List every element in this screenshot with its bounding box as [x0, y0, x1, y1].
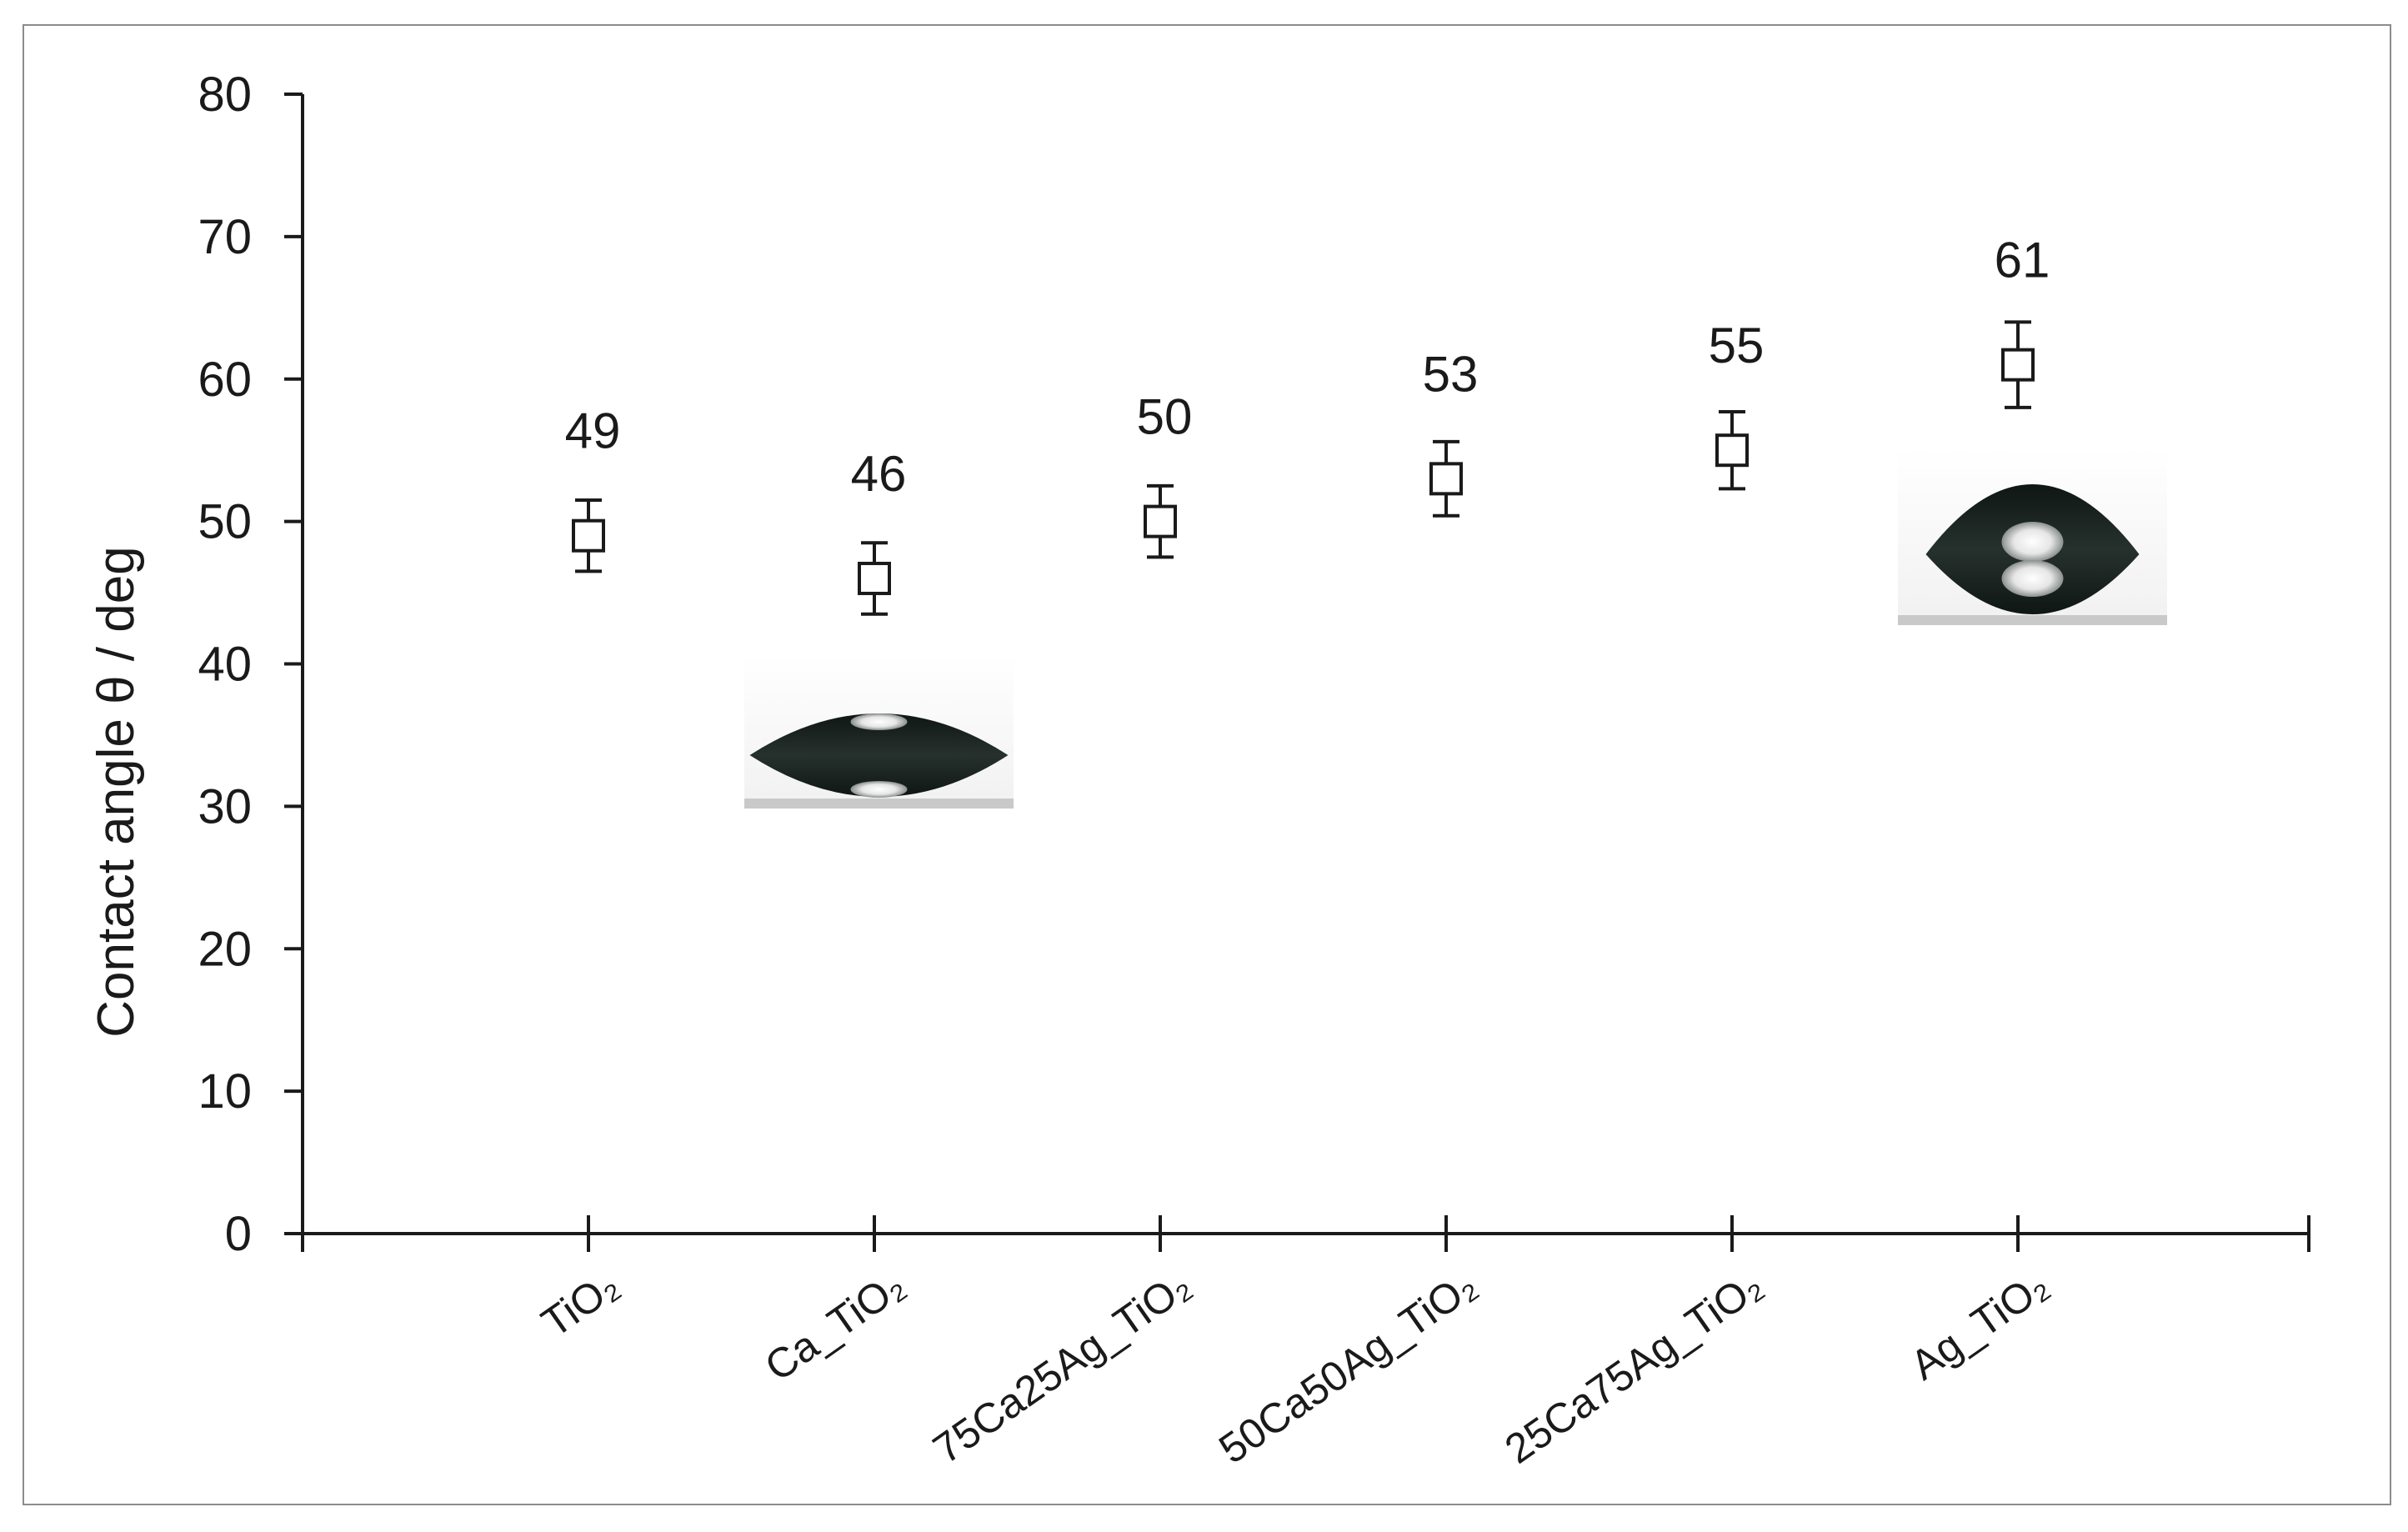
droplet-inset-ca-tio2: [744, 654, 1014, 809]
square-marker: [572, 518, 605, 553]
data-point: [2001, 320, 2035, 409]
y-tick-label: 50: [198, 495, 252, 549]
y-tick-label: 20: [198, 922, 252, 976]
data-point: [572, 498, 605, 573]
y-tick-label: 60: [198, 353, 252, 407]
y-axis-title: Contact angle θ / deg: [88, 546, 145, 1037]
y-tick-label: 70: [198, 210, 252, 264]
data-label: 46: [851, 446, 907, 502]
data-points: [572, 320, 2035, 616]
y-tick-label: 80: [198, 68, 252, 122]
data-point: [1429, 439, 1463, 518]
droplet-inset-ag-tio2: [1898, 448, 2167, 625]
droplet-insets: [744, 448, 2167, 809]
data-label: 53: [1423, 346, 1479, 402]
data-label: 61: [1995, 233, 2050, 288]
data-point: [858, 541, 891, 616]
square-marker: [1144, 504, 1177, 538]
y-tick-label: 40: [198, 638, 252, 692]
data-point: [1144, 483, 1177, 559]
square-marker: [2001, 348, 2035, 382]
data-label: 50: [1137, 389, 1193, 445]
data-label: 49: [565, 403, 621, 459]
droplet-shape: [749, 713, 1009, 797]
square-marker: [1429, 462, 1463, 496]
square-marker: [1715, 433, 1749, 468]
y-tick-label: 10: [198, 1064, 252, 1119]
figure-frame: [23, 24, 2391, 1505]
y-tick-label: 0: [225, 1207, 252, 1261]
square-marker: [858, 561, 891, 595]
y-tick-label: 30: [198, 779, 252, 834]
data-point: [1715, 410, 1749, 491]
data-labels: 49 46 50 53 55 61: [565, 233, 2050, 502]
data-label: 55: [1709, 318, 1765, 373]
